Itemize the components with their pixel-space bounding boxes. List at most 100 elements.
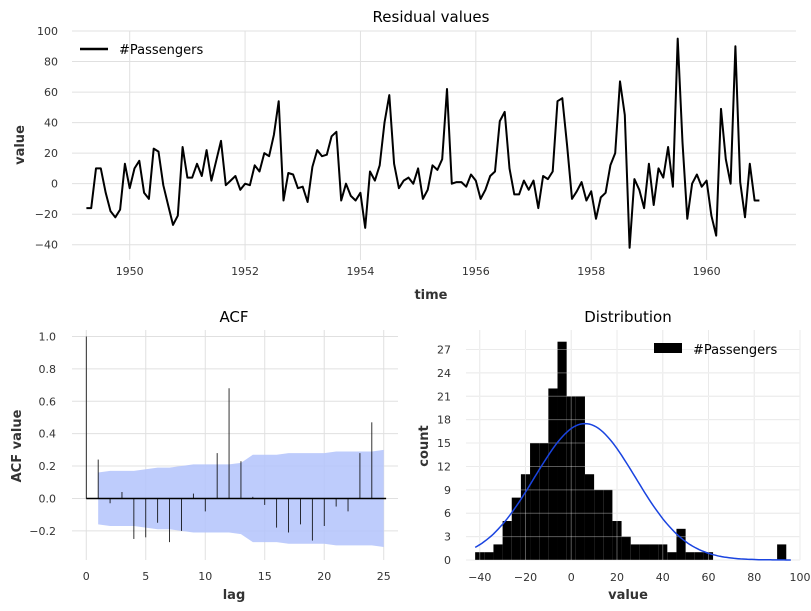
distribution-y-tick-label: 0 — [444, 554, 451, 567]
acf-panel: 0 5 10 15 20 25 −0.2 0.0 0.2 0.4 0.6 0.8 1.0 ACF la… — [10, 308, 398, 603]
residual-y-tick-label: 80 — [44, 56, 58, 69]
residual-y-tick-label: 0 — [51, 178, 58, 191]
acf-x-tick-label: 0 — [83, 570, 90, 583]
histogram-bar — [649, 544, 659, 560]
residual-series-line — [86, 37, 760, 249]
distribution-y-tick-label: 15 — [437, 437, 451, 450]
histogram-bar — [667, 552, 677, 560]
distribution-x-tick-label: 100 — [790, 571, 811, 584]
acf-x-tick-label: 25 — [377, 570, 391, 583]
histogram-bar — [557, 341, 567, 560]
histogram-bar — [658, 544, 668, 560]
residual-x-tick-label: 1954 — [346, 265, 374, 278]
histogram-bar — [594, 489, 604, 560]
histogram-bar — [511, 497, 521, 560]
acf-x-label: lag — [223, 588, 246, 603]
distribution-x-label: value — [608, 588, 648, 603]
distribution-title: Distribution — [584, 308, 672, 326]
residual-y-tick-label: −40 — [35, 239, 58, 252]
histogram-bar — [493, 544, 503, 560]
acf-y-tick-label: 1.0 — [39, 330, 57, 343]
histogram-bar — [639, 544, 650, 560]
acf-y-ticks: −0.2 0.0 0.2 0.4 0.6 0.8 1.0 — [29, 330, 56, 537]
residual-y-tick-label: 40 — [44, 117, 58, 130]
distribution-y-tick-label: 9 — [444, 484, 451, 497]
residual-x-tick-label: 1960 — [693, 265, 721, 278]
distribution-y-tick-label: 12 — [437, 460, 451, 473]
histogram-bar — [630, 544, 640, 560]
acf-x-tick-label: 10 — [198, 570, 212, 583]
distribution-y-tick-label: 24 — [437, 367, 451, 380]
histogram-bar — [575, 396, 585, 560]
distribution-y-tick-label: 21 — [437, 390, 451, 403]
distribution-x-ticks: −40 −20 0 20 40 60 80 100 — [468, 571, 810, 584]
residual-x-tick-label: 1952 — [231, 265, 259, 278]
histogram-bar — [676, 528, 686, 560]
histogram-bar — [694, 552, 704, 560]
histogram-bar — [475, 552, 485, 560]
histogram-bar — [584, 474, 595, 560]
acf-y-tick-label: 0.4 — [39, 428, 57, 441]
residual-x-label: time — [414, 288, 447, 303]
acf-x-tick-label: 20 — [317, 570, 331, 583]
distribution-legend-swatch — [654, 343, 682, 353]
histogram-bar — [685, 552, 695, 560]
histogram-bar — [603, 489, 613, 560]
acf-y-tick-label: 0.8 — [39, 363, 57, 376]
acf-title: ACF — [219, 308, 248, 326]
residual-x-tick-label: 1958 — [577, 265, 605, 278]
distribution-histogram — [475, 341, 787, 560]
histogram-bar — [777, 544, 787, 560]
distribution-y-tick-label: 27 — [437, 343, 451, 356]
residual-title: Residual values — [373, 8, 490, 26]
residual-x-tick-label: 1956 — [462, 265, 490, 278]
distribution-grid-overlay — [466, 330, 801, 561]
residual-x-ticks: 1950 1952 1954 1956 1958 1960 — [116, 265, 721, 278]
acf-x-ticks: 0 5 10 15 20 25 — [83, 570, 391, 583]
acf-x-tick-label: 15 — [258, 570, 272, 583]
distribution-x-tick-label: 60 — [701, 571, 715, 584]
distribution-x-tick-label: −40 — [468, 571, 491, 584]
distribution-x-tick-label: 0 — [568, 571, 575, 584]
distribution-x-tick-label: −20 — [514, 571, 537, 584]
acf-bars — [85, 336, 373, 543]
residual-legend-label: #Passengers — [119, 43, 203, 58]
distribution-y-label: count — [417, 425, 432, 466]
histogram-bar — [621, 536, 631, 560]
acf-y-tick-label: 0.2 — [39, 460, 57, 473]
residual-y-tick-label: 60 — [44, 86, 58, 99]
acf-x-tick-label: 5 — [142, 570, 149, 583]
histogram-bar — [530, 443, 540, 560]
distribution-x-tick-label: 40 — [656, 571, 670, 584]
acf-y-tick-label: 0.6 — [39, 395, 57, 408]
distribution-y-tick-label: 18 — [437, 414, 451, 427]
acf-y-tick-label: −0.2 — [29, 525, 56, 538]
acf-y-label: ACF value — [10, 409, 25, 482]
histogram-bar — [520, 474, 531, 560]
distribution-x-tick-label: 80 — [747, 571, 761, 584]
distribution-legend-label: #Passengers — [693, 343, 777, 358]
residual-y-tick-label: 20 — [44, 147, 58, 160]
residual-grid — [72, 30, 796, 260]
histogram-bar — [566, 396, 576, 560]
acf-y-tick-label: 0.0 — [39, 492, 57, 505]
residual-y-tick-label: −20 — [35, 208, 58, 221]
distribution-normal-fit-curve — [474, 422, 791, 561]
histogram-bar — [612, 521, 622, 560]
histogram-bar — [502, 521, 512, 560]
residual-x-tick-label: 1950 — [116, 265, 144, 278]
distribution-y-tick-label: 6 — [444, 507, 451, 520]
histogram-bar — [703, 552, 714, 560]
histogram-bar — [548, 388, 558, 560]
distribution-panel: −40 −20 0 20 40 60 80 100 0 3 6 9 12 15 18 21 24 27 Dist… — [417, 308, 811, 603]
histogram-bar — [484, 552, 494, 560]
residual-y-ticks: −40 −20 0 20 40 60 80 100 — [35, 25, 58, 252]
distribution-y-ticks: 0 3 6 9 12 15 18 21 24 27 — [437, 343, 451, 567]
residual-y-label: value — [13, 125, 28, 165]
distribution-y-tick-label: 3 — [444, 531, 451, 544]
histogram-bar — [539, 443, 549, 560]
residual-y-tick-label: 100 — [37, 25, 58, 38]
residual-values-panel: 1950 1952 1954 1956 1958 1960 −40 −20 0 20 40 60 80… — [13, 8, 796, 303]
distribution-x-tick-label: 20 — [610, 571, 624, 584]
